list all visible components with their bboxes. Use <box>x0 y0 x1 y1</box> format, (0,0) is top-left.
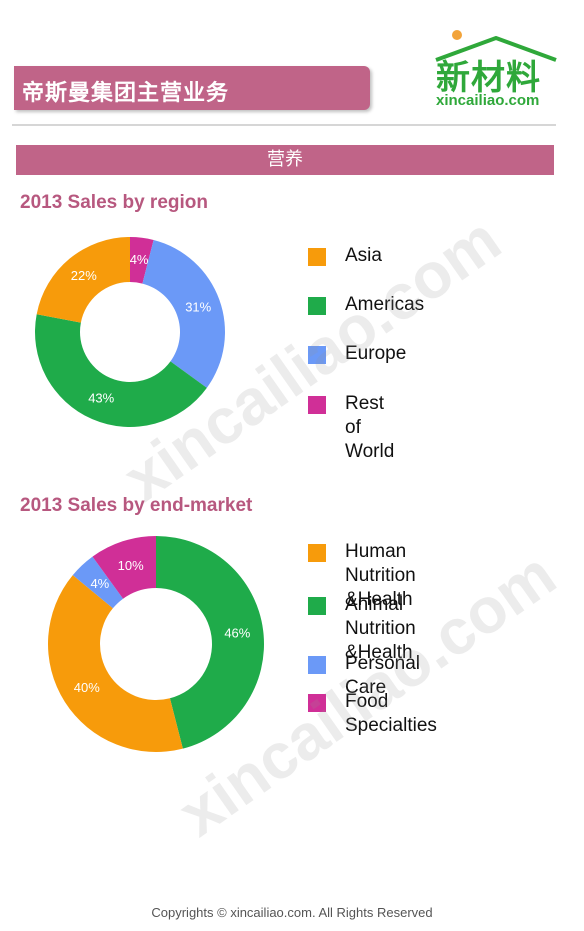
legend-label: Europe <box>345 343 407 364</box>
slice-data-label: 4% <box>130 252 149 267</box>
slice-data-label: 4% <box>90 576 109 591</box>
legend-label: Human Nutrition &Health <box>345 541 416 610</box>
title-bar: 帝斯曼集团主营业务 <box>14 66 370 110</box>
legend-swatch <box>308 694 326 712</box>
region-donut-chart: 4% 31% 43% 22% <box>35 237 225 427</box>
slice-data-label: 46% <box>224 626 250 641</box>
logo: 新材料 xincailiao.com <box>432 28 562 114</box>
legend-label: Asia <box>345 245 382 266</box>
legend-swatch <box>308 656 326 674</box>
donut-slice <box>92 536 156 599</box>
legend-label: Rest of World <box>345 393 395 462</box>
legend-swatch <box>308 297 326 315</box>
donut-slice <box>72 556 124 609</box>
legend-swatch <box>308 597 326 615</box>
donut-slice <box>130 237 154 284</box>
house-roof-icon <box>435 36 557 62</box>
page-title: 帝斯曼集团主营业务 <box>22 81 230 106</box>
header-divider <box>12 124 556 126</box>
logo-dot-icon <box>452 30 462 40</box>
logo-sub-text: xincailiao.com <box>436 92 540 109</box>
slice-data-label: 31% <box>185 299 211 314</box>
section-bar: 营养 <box>16 145 554 175</box>
end-market-donut-chart: 46% 40% 4% 10% <box>48 536 265 752</box>
donut-slice <box>36 237 131 323</box>
chart-title-region: 2013 Sales by region <box>20 192 208 213</box>
footer-copyright: Copyrights © xincailiao.com. All Rights … <box>151 905 433 920</box>
slice-data-label: 22% <box>71 268 97 283</box>
legend-label: Personal Care <box>345 653 420 698</box>
logo-main-text: 新材料 <box>436 58 541 98</box>
donut-slice <box>142 239 225 388</box>
legend-label: Food Specialties <box>345 691 437 736</box>
legend-swatch <box>308 346 326 364</box>
legend-swatch <box>308 544 326 562</box>
slice-data-label: 43% <box>88 391 114 406</box>
donut-slice <box>48 575 183 752</box>
donut-slice <box>35 314 207 427</box>
donut-slice <box>156 536 265 749</box>
legend-swatch <box>308 396 326 414</box>
chart-title-end-market: 2013 Sales by end-market <box>20 495 253 516</box>
legend-swatch <box>308 248 326 266</box>
legend-label: Americas <box>345 294 425 315</box>
slice-data-label: 10% <box>118 558 144 573</box>
legend-label: Animal Nutrition &Health <box>345 594 416 663</box>
slice-data-label: 40% <box>74 680 100 695</box>
